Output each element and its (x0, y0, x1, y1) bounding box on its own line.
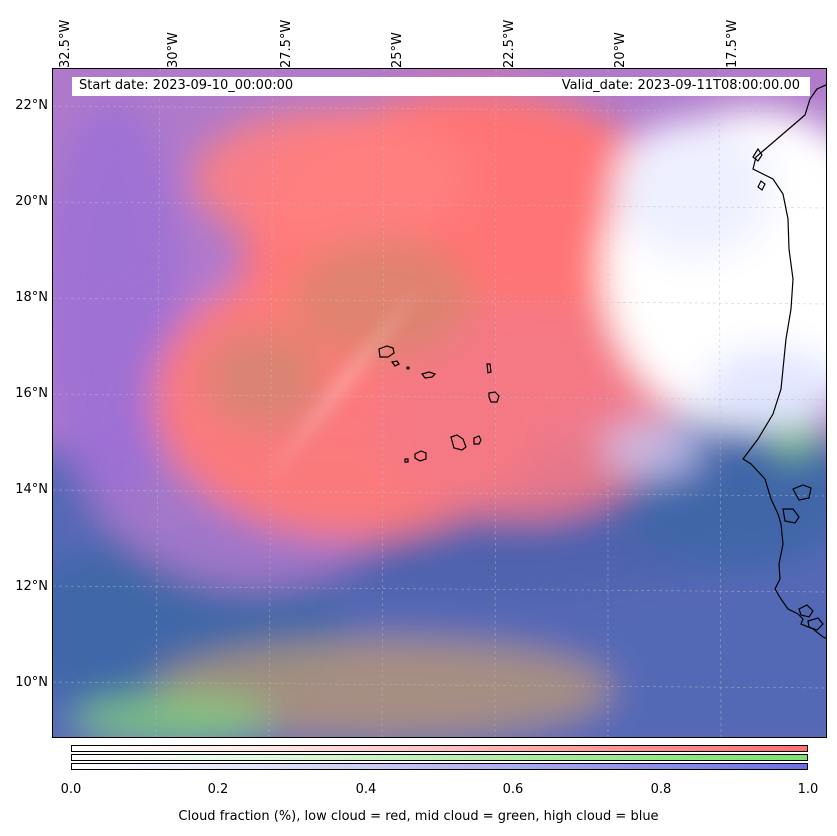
colorbar-tick: 0.6 (502, 782, 524, 797)
date-banner (72, 77, 810, 96)
graticule (53, 69, 826, 737)
cloud-fields (53, 89, 826, 737)
start-date-label: Start date: 2023-09-10_00:00:00 (79, 78, 294, 93)
colorbar-label: Cloud fraction (%), low cloud = red, mid… (178, 809, 659, 824)
lon-label: 27.5°W (279, 19, 294, 68)
lat-label: 18°N (15, 290, 48, 305)
mid-cloud-colorbar (71, 754, 808, 761)
low-cloud-colorbar (71, 745, 808, 752)
africa-coastline (742, 84, 826, 639)
map-canvas (53, 69, 826, 737)
cape-verde-islands (378, 345, 500, 463)
lon-label: 20°W (613, 32, 628, 68)
cloud-fraction-map (52, 68, 827, 738)
lon-label: 22.5°W (502, 19, 517, 68)
lat-label: 14°N (15, 482, 48, 497)
valid-date-label: Valid_date: 2023-09-11T08:00:00.00 (561, 78, 800, 93)
high-cloud-colorbar (71, 763, 808, 770)
colorbar-tick: 0.4 (355, 782, 377, 797)
lat-label: 12°N (15, 579, 48, 594)
lat-label: 22°N (15, 98, 48, 113)
colorbar-tick: 1.0 (797, 782, 819, 797)
lon-label: 17.5°W (725, 19, 740, 68)
lat-label: 16°N (15, 386, 48, 401)
cloud-streak (253, 279, 433, 489)
lat-label: 10°N (15, 675, 48, 690)
colorbar-tick: 0.2 (207, 782, 229, 797)
lon-label: 30°W (166, 32, 181, 68)
lon-label: 32.5°W (58, 19, 73, 68)
lon-label: 25°W (390, 32, 405, 68)
lat-label: 20°N (15, 194, 48, 209)
colorbar-tick: 0.8 (650, 782, 672, 797)
colorbar-tick: 0.0 (60, 782, 82, 797)
